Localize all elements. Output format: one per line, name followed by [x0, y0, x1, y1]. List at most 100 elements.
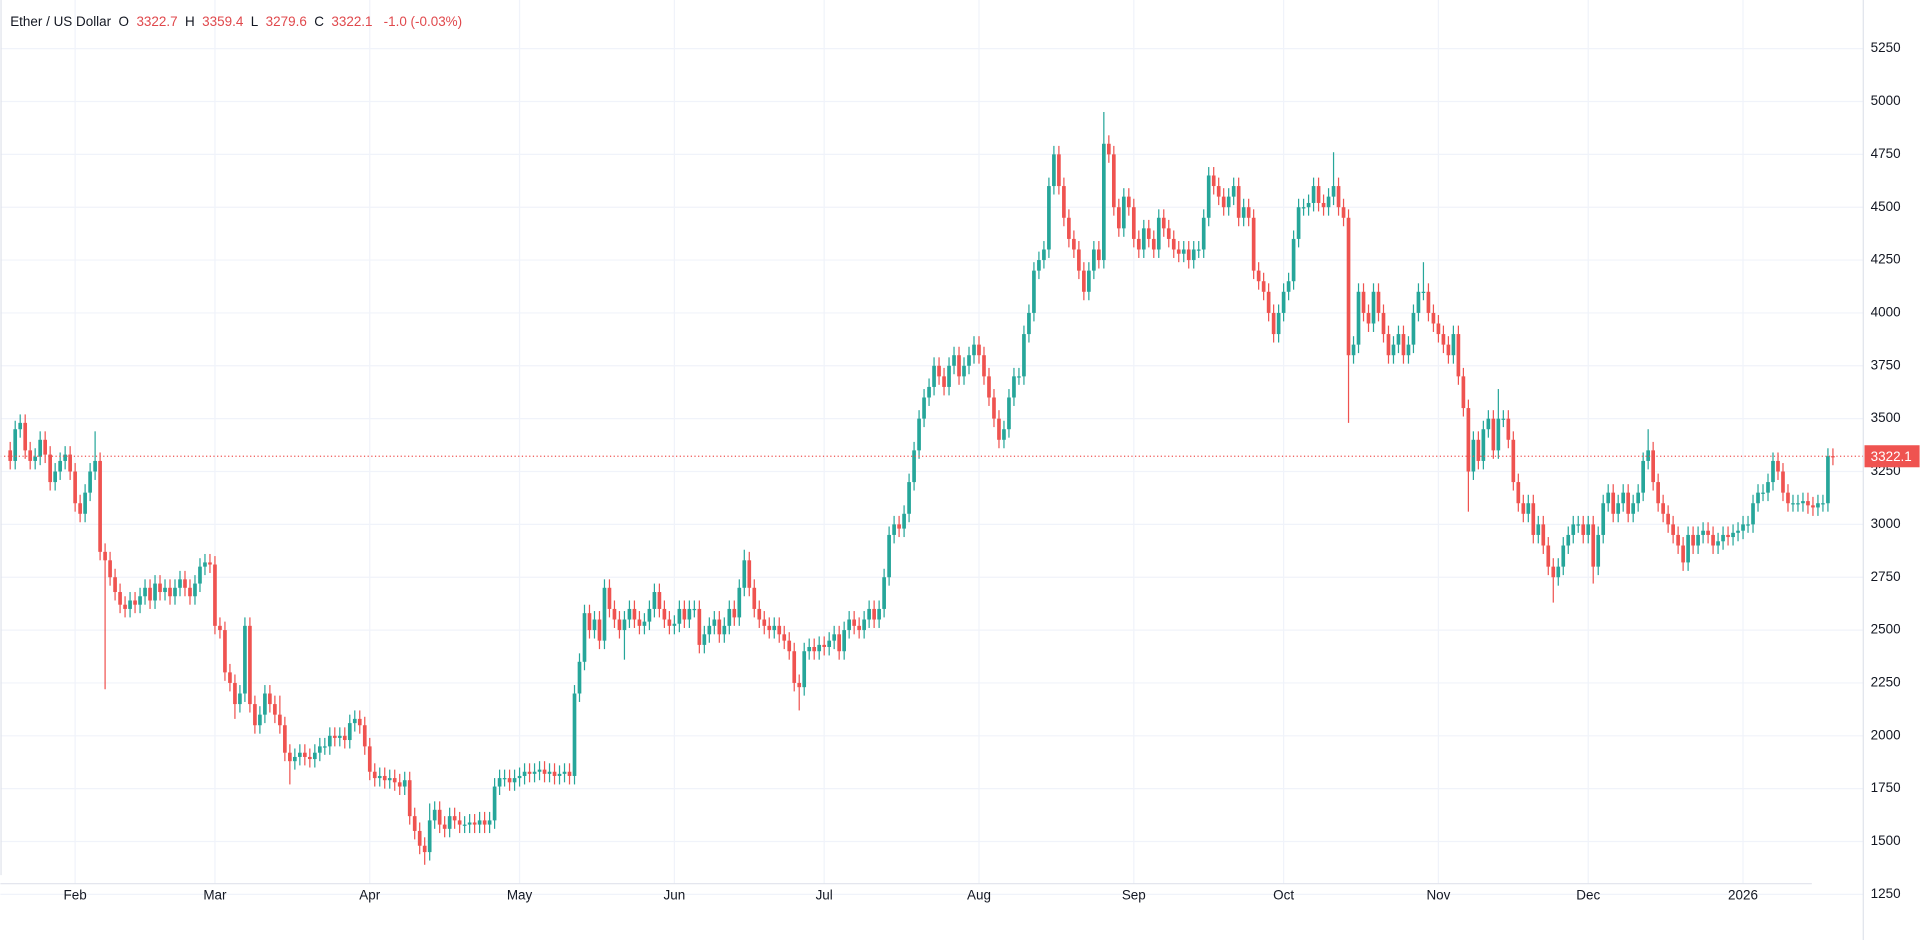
- candle-body: [1616, 503, 1621, 514]
- candle-body: [1731, 532, 1735, 538]
- candle-body: [218, 625, 222, 631]
- candle-body: [1111, 154, 1116, 208]
- candle-body: [662, 608, 667, 620]
- candle-body: [113, 577, 117, 593]
- candle-body: [1256, 270, 1261, 282]
- candle-body: [1296, 207, 1301, 239]
- candle-body: [1476, 439, 1481, 461]
- candle-body: [947, 365, 951, 387]
- candle-body: [697, 608, 702, 645]
- candle-body: [1341, 207, 1346, 218]
- candle-body: [288, 752, 292, 762]
- candle-body: [1781, 471, 1785, 493]
- candle-body: [273, 704, 277, 715]
- candle-body: [677, 608, 682, 624]
- candle-body: [1097, 249, 1101, 261]
- candle-body: [1406, 344, 1411, 356]
- candle-body: [1331, 186, 1336, 197]
- candle-body: [507, 778, 512, 783]
- candle-body: [263, 693, 267, 715]
- candle-body: [607, 587, 612, 609]
- candle-body: [357, 718, 362, 726]
- candle-body: [1791, 503, 1795, 505]
- candle-body: [1641, 460, 1646, 493]
- candle-body: [997, 418, 1001, 440]
- candle-body: [782, 634, 787, 641]
- candle-body: [322, 746, 327, 748]
- candle-body: [1671, 524, 1675, 535]
- candle-body: [922, 397, 926, 419]
- candle-body: [702, 634, 707, 645]
- candle-body: [602, 587, 607, 641]
- candle-body: [762, 619, 767, 626]
- candle-body: [1072, 238, 1076, 250]
- candle-body: [1022, 334, 1026, 377]
- candle-body: [652, 592, 657, 609]
- candle-body: [1037, 260, 1041, 271]
- candle-body: [1326, 196, 1331, 208]
- candle-body: [772, 625, 777, 631]
- candle-body: [1261, 281, 1266, 292]
- y-tick-label: 2250: [1871, 675, 1901, 690]
- x-tick-label: Jul: [816, 888, 833, 903]
- high-label: H: [185, 14, 195, 29]
- candle-body: [667, 619, 672, 626]
- candle-body: [842, 630, 847, 652]
- candle-body: [327, 735, 332, 747]
- candle-body: [198, 566, 202, 584]
- candle-body: [1291, 238, 1296, 282]
- candle-body: [1206, 175, 1211, 218]
- candle-body: [213, 564, 217, 626]
- x-tick-label: May: [507, 888, 533, 903]
- candle-body: [732, 608, 737, 618]
- candle-body: [248, 625, 252, 705]
- candle-body: [892, 524, 896, 535]
- candle-body: [897, 524, 901, 529]
- candle-body: [1686, 534, 1690, 563]
- candle-body: [1381, 312, 1386, 335]
- axes: 1250150017502000225025002750300032503500…: [64, 40, 1920, 903]
- candle-body: [1156, 217, 1161, 250]
- candle-body: [1821, 503, 1825, 505]
- candle-body: [307, 756, 312, 760]
- candle-body: [1751, 503, 1755, 525]
- candle-body: [982, 355, 986, 377]
- y-tick-label: 2500: [1871, 622, 1901, 637]
- candle-body: [1306, 202, 1311, 208]
- close-value: 3322.1: [331, 14, 372, 29]
- candle-body: [777, 625, 782, 635]
- candle-body: [13, 429, 18, 461]
- low-value: 3279.6: [266, 14, 307, 29]
- candle-body: [1012, 376, 1016, 398]
- candle-body: [902, 513, 906, 529]
- candle-body: [542, 769, 547, 774]
- candle-body: [862, 619, 866, 631]
- candle-body: [1002, 429, 1006, 440]
- candle-body: [487, 820, 492, 825]
- candle-body: [977, 344, 981, 356]
- candle-body: [1276, 312, 1281, 335]
- candle-body: [1471, 439, 1476, 472]
- candle-body: [58, 460, 62, 472]
- symbol-title: Ether / US Dollar: [10, 14, 111, 29]
- candle-body: [802, 651, 807, 688]
- candle-body: [1811, 505, 1815, 508]
- candle-body: [642, 621, 647, 626]
- candle-body: [417, 830, 422, 846]
- candle-body: [1376, 291, 1381, 313]
- candle-body: [1042, 249, 1046, 261]
- candle-body: [822, 644, 827, 647]
- candle-body: [158, 583, 162, 593]
- candle-body: [1161, 217, 1166, 229]
- candle-body: [1716, 541, 1720, 546]
- candle-body: [1102, 143, 1106, 261]
- candle-body: [397, 782, 402, 787]
- candle-body: [303, 752, 307, 757]
- candle-body: [727, 608, 732, 626]
- candle-body: [28, 450, 33, 461]
- candle-body: [832, 634, 837, 641]
- candle-body: [722, 625, 727, 635]
- y-tick-label: 1250: [1871, 886, 1901, 901]
- candle-body: [972, 344, 976, 356]
- candle-body: [43, 439, 48, 455]
